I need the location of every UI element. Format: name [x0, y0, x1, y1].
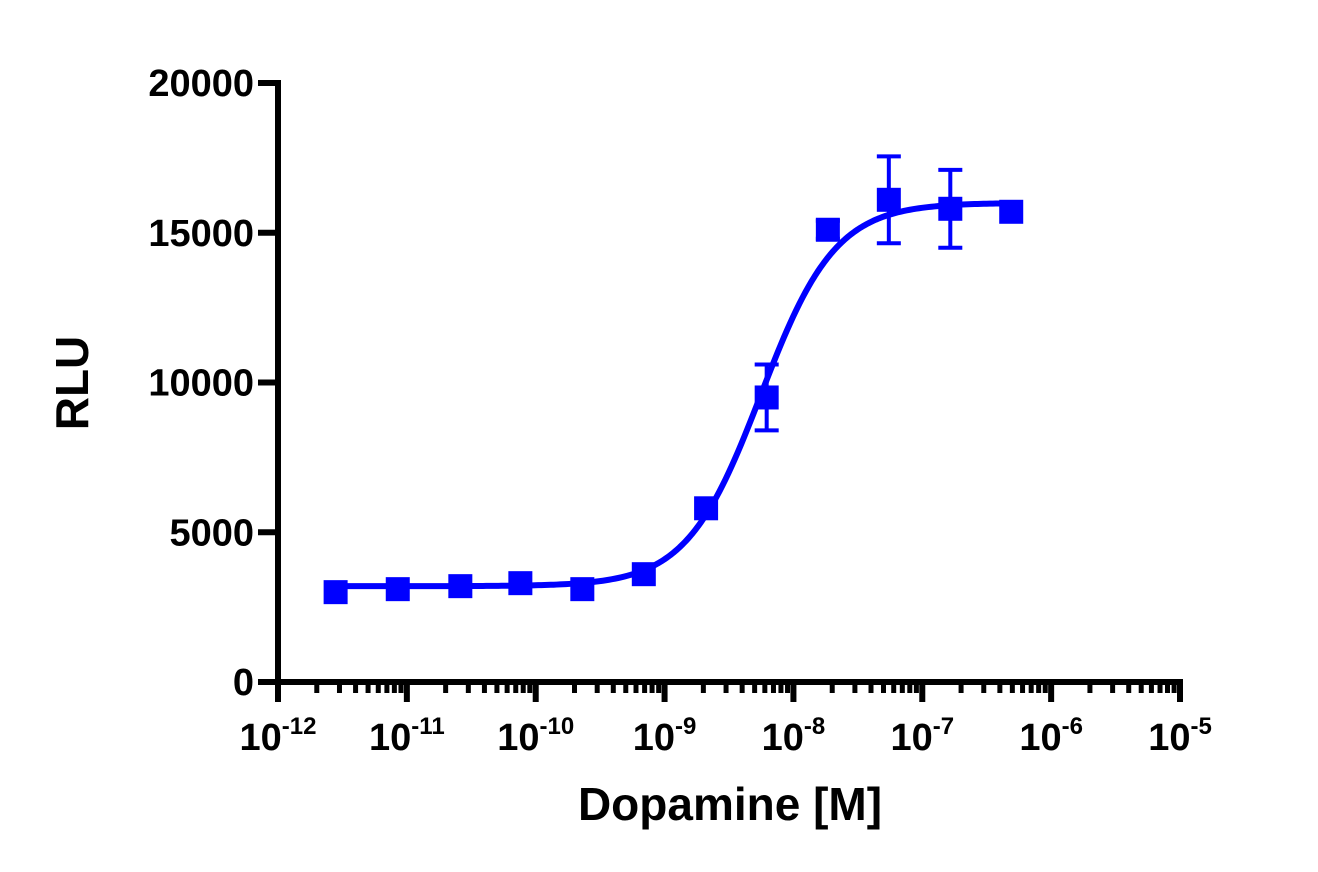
- data-point: [570, 577, 595, 602]
- data-point: [508, 571, 533, 596]
- data-point: [876, 187, 901, 212]
- fit-curve: [335, 200, 1012, 590]
- data-point: [631, 562, 656, 587]
- x-tick-label: 10-6: [1019, 713, 1083, 759]
- x-tick-label: 10-5: [1148, 713, 1212, 759]
- x-tick-label: 10-11: [369, 713, 445, 759]
- data-point: [448, 574, 473, 599]
- y-tick-label: 5000: [169, 512, 254, 554]
- tick-labels: 0 5000 10000 15000 20000 10-12 10-11 10-10 10-9 1…: [148, 63, 1211, 759]
- x-tick-label: 10-9: [633, 713, 697, 759]
- data-point: [938, 196, 963, 221]
- x-tick-label: 10-12: [240, 713, 317, 759]
- data-point: [694, 496, 719, 521]
- data-point: [815, 217, 840, 242]
- axes: [275, 80, 1183, 685]
- data-point: [754, 385, 779, 410]
- tick-marks: [258, 80, 1183, 702]
- fit-curve-layer: [335, 200, 1012, 590]
- data-point: [999, 199, 1024, 224]
- x-tick-label: 10-7: [890, 713, 954, 759]
- y-tick-label: 0: [233, 662, 254, 704]
- data-point: [323, 580, 348, 605]
- x-tick-label: 10-8: [762, 713, 826, 759]
- data-point: [385, 577, 410, 602]
- x-tick-label: 10-10: [497, 713, 574, 759]
- y-tick-label: 15000: [148, 213, 254, 255]
- data-points: [323, 187, 1024, 605]
- y-tick-label: 20000: [148, 63, 254, 105]
- y-tick-label: 10000: [148, 363, 254, 405]
- error-bars: [754, 154, 963, 433]
- y-axis-title: RLU: [46, 336, 98, 431]
- x-axis-title: Dopamine [M]: [578, 778, 882, 830]
